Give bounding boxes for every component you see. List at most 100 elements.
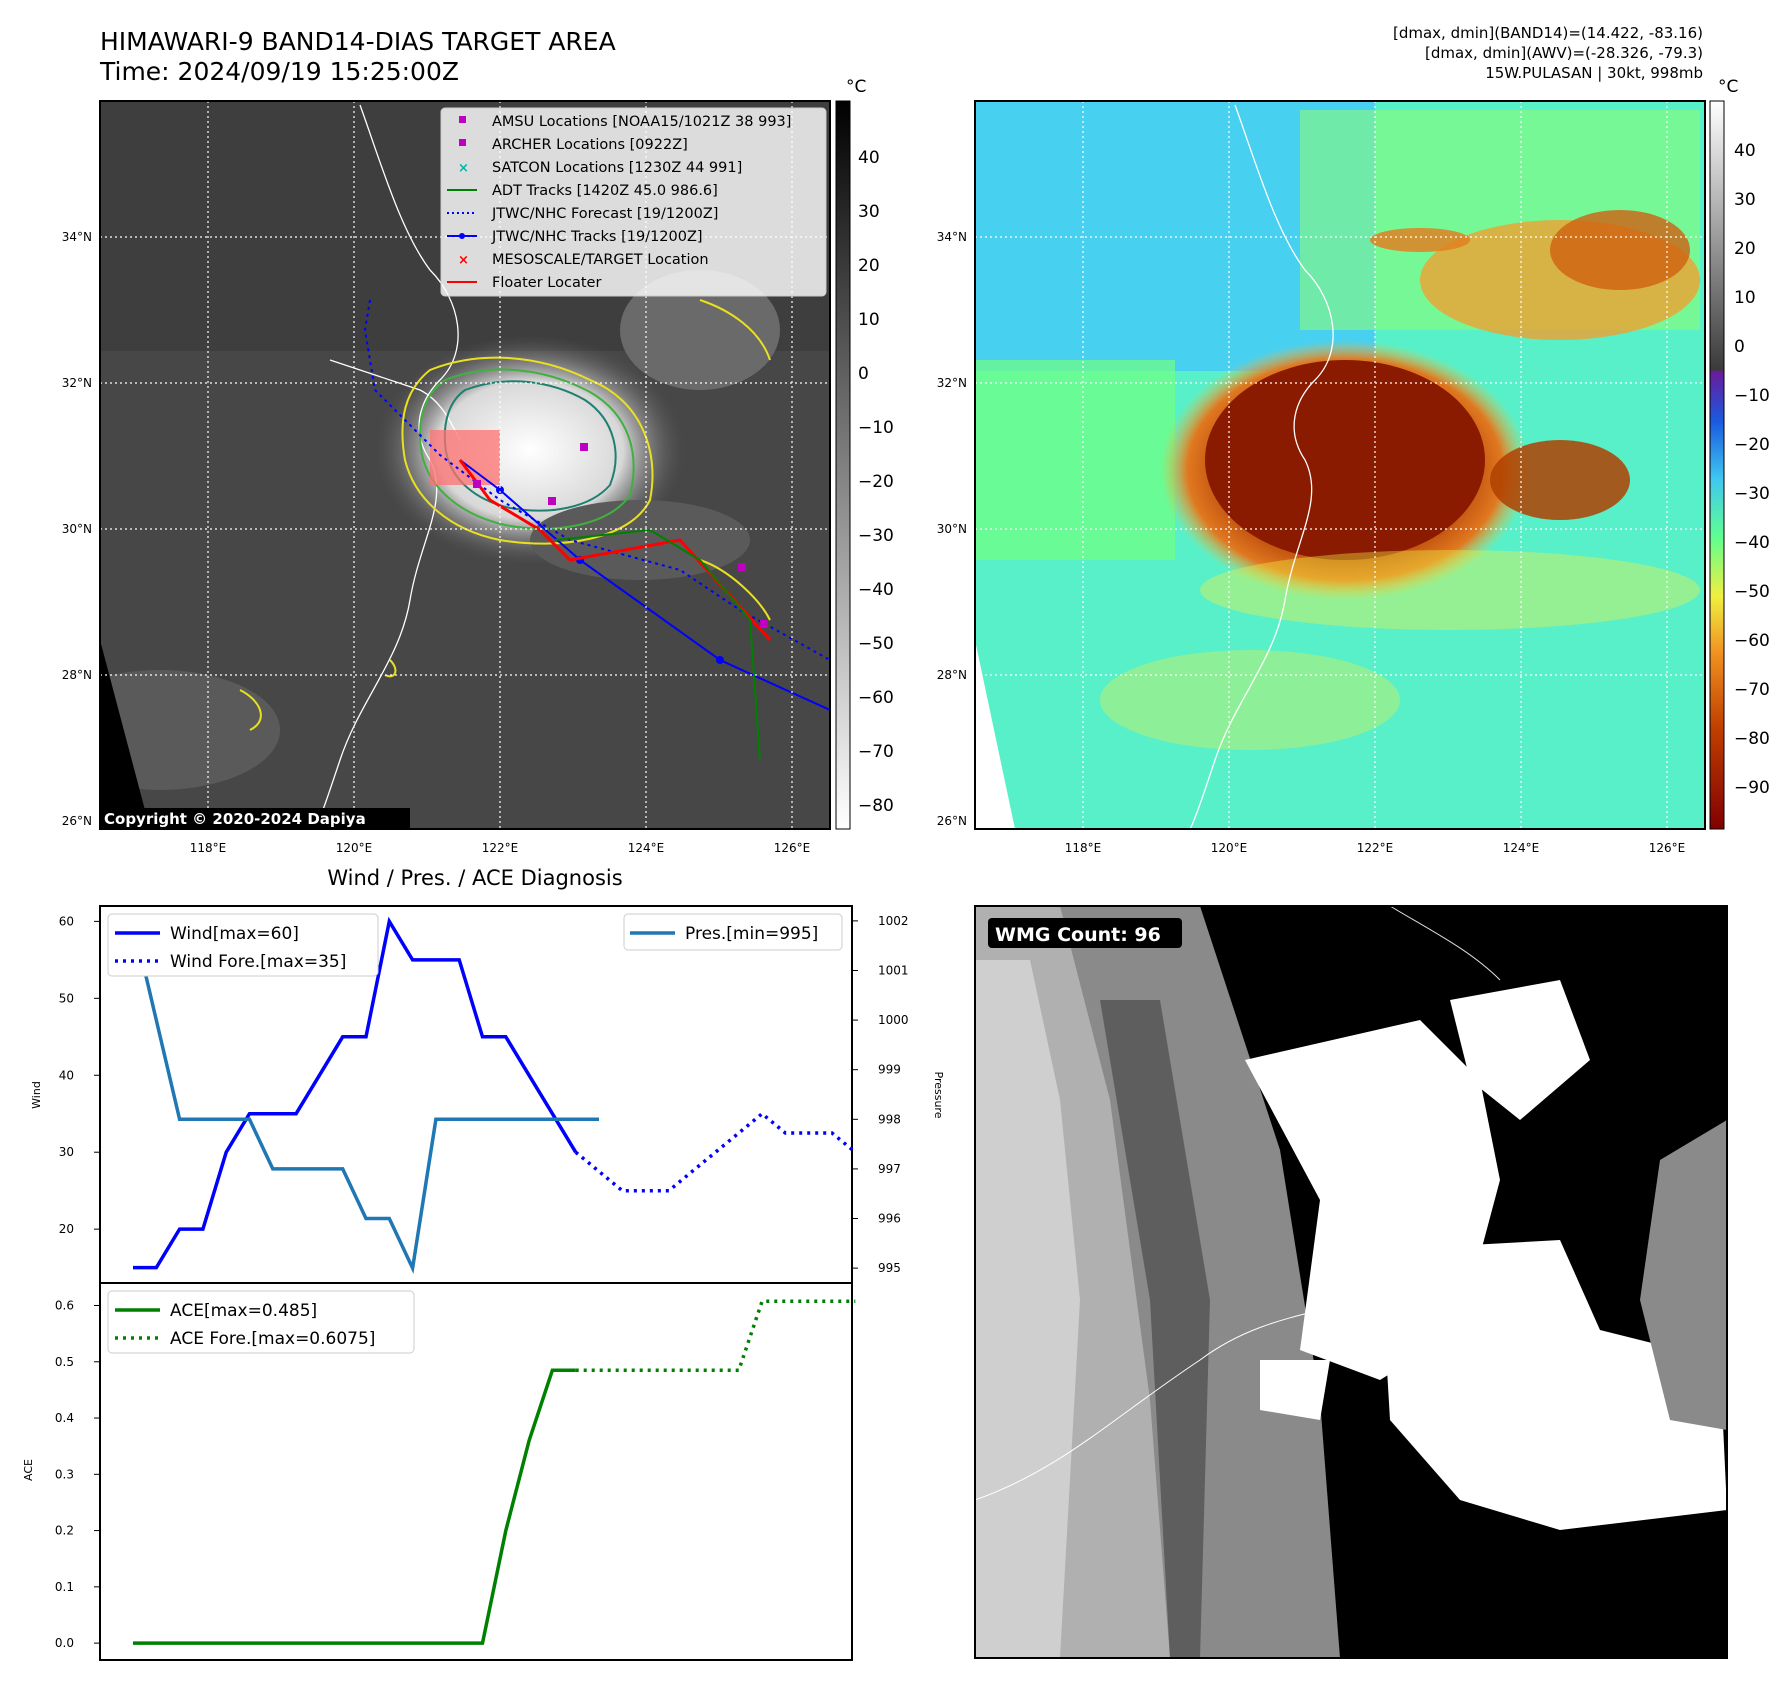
svg-text:30: 30 bbox=[858, 202, 880, 222]
storm-info: 15W.PULASAN | 30kt, 998mb bbox=[1485, 64, 1703, 82]
pressure-tick-label: 1002 bbox=[878, 914, 909, 928]
svg-text:34°N: 34°N bbox=[937, 230, 967, 244]
ir-lat-labels: 34°N 32°N 30°N 28°N 26°N bbox=[62, 230, 92, 828]
svg-text:−90: −90 bbox=[1734, 778, 1770, 798]
wind-pressure-chart: Wind Pressure 20 30 40 50 60 995 996 997 998 999… bbox=[30, 905, 945, 1284]
ace-yticks: 0.0 0.1 0.2 0.3 0.4 0.5 0.6 bbox=[55, 1299, 100, 1650]
wind-tick-label: 50 bbox=[59, 991, 74, 1005]
svg-text:−20: −20 bbox=[1734, 435, 1770, 455]
forecast-track bbox=[363, 299, 830, 661]
svg-text:30°N: 30°N bbox=[62, 522, 92, 536]
svg-text:40: 40 bbox=[858, 148, 880, 168]
ace-tick-label: 0.2 bbox=[55, 1524, 74, 1538]
ace-tick-label: 0.6 bbox=[55, 1299, 74, 1313]
awv-coastline bbox=[1189, 104, 1334, 829]
ace-tick-label: 0.0 bbox=[55, 1636, 74, 1650]
svg-text:118°E: 118°E bbox=[190, 841, 227, 855]
ace-legend: ACE[max=0.485] ACE Fore.[max=0.6075] bbox=[107, 1290, 415, 1354]
svg-text:126°E: 126°E bbox=[1649, 841, 1686, 855]
svg-text:−60: −60 bbox=[1734, 631, 1770, 651]
legend-amsu: AMSU Locations [NOAA15/1021Z 38 993] bbox=[492, 114, 791, 130]
pressure-tick-label: 998 bbox=[878, 1112, 901, 1126]
svg-text:0: 0 bbox=[1734, 337, 1745, 357]
legend-ace-fore: ACE Fore.[max=0.6075] bbox=[170, 1329, 375, 1349]
awv-map-panel bbox=[975, 101, 1705, 829]
svg-text:−80: −80 bbox=[858, 796, 894, 816]
wmg-panel: WMG Count: 96 bbox=[974, 905, 1728, 1659]
adt-track bbox=[554, 528, 761, 761]
legend-ace: ACE[max=0.485] bbox=[170, 1301, 317, 1321]
awv-lon-labels: 118°E 120°E 122°E 124°E 126°E bbox=[1065, 841, 1686, 855]
svg-text:10: 10 bbox=[858, 310, 880, 330]
svg-text:−80: −80 bbox=[1734, 729, 1770, 749]
ir-colorbar-ticks: 40 30 20 10 0 −10 −20 −30 −40 −50 −60 −7… bbox=[858, 148, 894, 816]
svg-text:124°E: 124°E bbox=[1503, 841, 1540, 855]
legend-pressure: Pres.[min=995] bbox=[685, 924, 818, 944]
ace-axis-label: ACE bbox=[22, 1459, 35, 1481]
diagnosis-title: Wind / Pres. / ACE Diagnosis bbox=[327, 866, 622, 890]
awv-colorbar-ticks: 40 30 20 10 0 −10 −20 −30 −40 −50 −60 −7… bbox=[1734, 141, 1770, 798]
legend-floater: Floater Locater bbox=[492, 275, 601, 291]
archer-marker-icon bbox=[459, 139, 466, 146]
legend-adt: ADT Tracks [1420Z 45.0 986.6] bbox=[492, 183, 718, 199]
svg-text:−20: −20 bbox=[858, 472, 894, 492]
legend-forecast: JTWC/NHC Forecast [19/1200Z] bbox=[491, 206, 718, 222]
ir-colorbar bbox=[835, 100, 851, 830]
svg-text:26°N: 26°N bbox=[62, 814, 92, 828]
ace-line bbox=[133, 1368, 576, 1645]
awv-gridlines bbox=[975, 101, 1705, 829]
wind-tick-label: 20 bbox=[59, 1222, 74, 1236]
svg-text:−10: −10 bbox=[1734, 386, 1770, 406]
ace-forecast-line bbox=[575, 1299, 856, 1372]
target-marker-icon: × bbox=[458, 253, 469, 268]
svg-text:−70: −70 bbox=[858, 742, 894, 762]
svg-text:−60: −60 bbox=[858, 688, 894, 708]
svg-text:34°N: 34°N bbox=[62, 230, 92, 244]
pressure-tick-label: 1001 bbox=[878, 963, 909, 977]
wind-tick-label: 60 bbox=[59, 914, 74, 928]
legend-wind-fore: Wind Fore.[max=35] bbox=[170, 952, 346, 972]
pressure-legend: Pres.[min=995] bbox=[623, 913, 843, 951]
ace-lines bbox=[133, 1299, 856, 1645]
awv-lat-labels: 34°N 32°N 30°N 28°N 26°N bbox=[937, 230, 967, 828]
svg-text:28°N: 28°N bbox=[937, 668, 967, 682]
svg-text:0: 0 bbox=[858, 364, 869, 384]
svg-text:28°N: 28°N bbox=[62, 668, 92, 682]
svg-text:124°E: 124°E bbox=[628, 841, 665, 855]
ace-tick-label: 0.3 bbox=[55, 1467, 74, 1481]
pressure-line bbox=[131, 920, 599, 1275]
ace-chart: ACE 0.0 0.1 0.2 0.3 0.4 0.5 0.6 ACE[max=0.485]… bbox=[22, 1282, 856, 1661]
wind-line bbox=[133, 916, 578, 1270]
legend-track: JTWC/NHC Tracks [19/1200Z] bbox=[491, 229, 703, 245]
floater-box bbox=[430, 430, 500, 485]
wmg-count: WMG Count: 96 bbox=[995, 924, 1161, 946]
pressure-tick-label: 996 bbox=[878, 1212, 901, 1226]
svg-text:122°E: 122°E bbox=[1357, 841, 1394, 855]
svg-text:32°N: 32°N bbox=[62, 376, 92, 390]
legend-archer: ARCHER Locations [0922Z] bbox=[492, 137, 688, 153]
svg-text:120°E: 120°E bbox=[336, 841, 373, 855]
pressure-tick-label: 997 bbox=[878, 1162, 901, 1176]
svg-text:122°E: 122°E bbox=[482, 841, 519, 855]
wind-tick-label: 40 bbox=[59, 1068, 74, 1082]
pressure-tick-label: 999 bbox=[878, 1063, 901, 1077]
amsu-marker-icon bbox=[459, 116, 466, 123]
svg-text:−40: −40 bbox=[1734, 533, 1770, 553]
pressure-axis-label: Pressure bbox=[932, 1072, 945, 1119]
ace-tick-label: 0.5 bbox=[55, 1355, 74, 1369]
svg-text:−40: −40 bbox=[858, 580, 894, 600]
svg-text:30: 30 bbox=[1734, 190, 1756, 210]
svg-text:20: 20 bbox=[858, 256, 880, 276]
svg-text:−30: −30 bbox=[1734, 484, 1770, 504]
svg-text:120°E: 120°E bbox=[1211, 841, 1248, 855]
svg-text:32°N: 32°N bbox=[937, 376, 967, 390]
svg-text:10: 10 bbox=[1734, 288, 1756, 308]
copyright-badge bbox=[100, 808, 410, 829]
svg-text:−10: −10 bbox=[858, 418, 894, 438]
wind-forecast-line bbox=[574, 1111, 857, 1193]
wind-legend: Wind[max=60] Wind Fore.[max=35] bbox=[107, 913, 379, 977]
svg-text:−70: −70 bbox=[1734, 680, 1770, 700]
wind-lines bbox=[131, 916, 857, 1275]
ir-colorbar-unit: °C bbox=[846, 77, 866, 97]
